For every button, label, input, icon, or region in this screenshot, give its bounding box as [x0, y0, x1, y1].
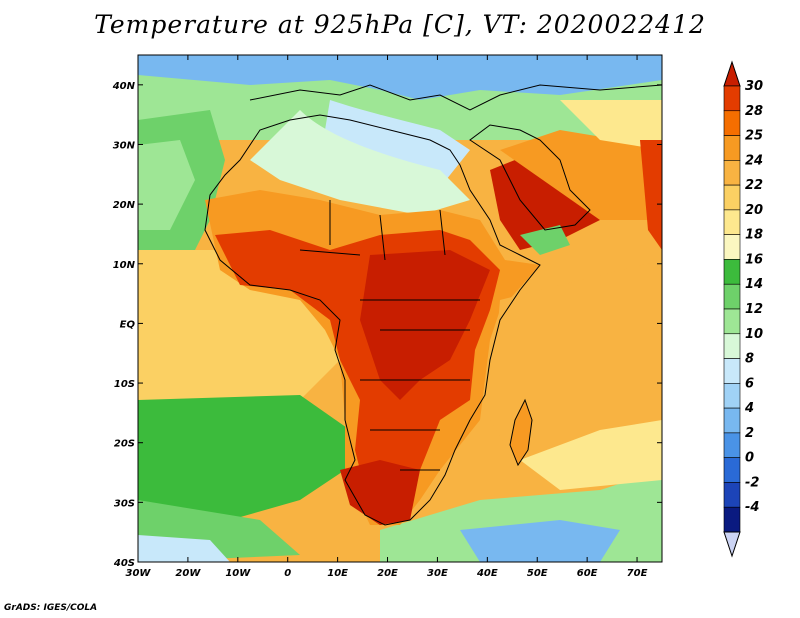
field-madagascar [510, 400, 532, 465]
colorbar-label: 12 [745, 302, 763, 317]
colorbar-label: 30 [745, 79, 763, 94]
lon-tick-label: 30E [427, 568, 448, 579]
colorbar-label: 10 [745, 327, 763, 342]
lat-tick-label: 30S [114, 498, 135, 509]
field-mediterranean-cold [138, 55, 662, 100]
colorbar-swatch [723, 482, 741, 508]
colorbar-label: 24 [745, 153, 763, 168]
map-title: Temperature at 925hPa [C], VT: 202002241… [94, 10, 706, 39]
colorbar-swatch [723, 432, 741, 458]
colorbar-swatch [723, 135, 741, 161]
plot-frame [137, 54, 663, 563]
lon-tick-label: 10E [327, 568, 348, 579]
colorbar-swatch [723, 407, 741, 434]
colorbar-label: 28 [745, 104, 763, 119]
latitude-axis: 40N 30N 20N 10N EQ 10S 20S 30S 40S [112, 81, 662, 569]
credit-text: GrADS: IGES/COLA [4, 603, 98, 613]
africa-coastline [204, 114, 541, 526]
colorbar-label: 22 [745, 178, 763, 193]
colorbar-swatch [723, 506, 741, 533]
field-south-africa-hot [340, 460, 420, 525]
colorbar-swatch [723, 110, 741, 136]
field-central-africa-hottest [360, 250, 490, 400]
colorbar-swatch [723, 160, 741, 186]
field-south-atlantic-green [138, 395, 350, 545]
colorbar-swatch [723, 383, 741, 409]
colorbar-swatch [723, 308, 741, 335]
mediterranean-coast [249, 84, 662, 111]
madagascar-coastline [509, 398, 533, 467]
colorbar-swatch [723, 184, 741, 211]
lon-tick-label: 50E [527, 568, 548, 579]
colorbar-swatch [723, 283, 741, 310]
field-gulf-of-aden-green [520, 225, 570, 255]
lat-tick-label: 40N [112, 81, 136, 92]
temperature-field [138, 55, 662, 562]
colorbar-label: 8 [745, 352, 754, 367]
lon-tick-label: 60E [577, 568, 598, 579]
colorbar-bottom-arrow [723, 531, 741, 558]
colorbar-swatch [723, 85, 741, 112]
field-southern-ocean-cold [460, 520, 620, 562]
longitude-axis: 30W 20W 10W 0 10E 20E 30E 40E 50E 60E 70E [126, 55, 648, 579]
colorbar-label: 18 [745, 228, 763, 243]
colorbar-swatch [723, 333, 741, 359]
lon-tick-label: 20E [377, 568, 398, 579]
colorbar-label: 25 [745, 129, 763, 144]
colorbar-label: -2 [745, 475, 759, 490]
arabia-coastline [469, 124, 591, 231]
field-india-hot [640, 140, 662, 250]
colorbar-swatch [723, 259, 741, 285]
lat-tick-label: 10N [113, 260, 136, 271]
field-indian-ocean-south [520, 420, 662, 490]
lon-tick-label: 70E [627, 568, 648, 579]
lon-tick-label: 40E [476, 568, 498, 579]
country-borders [299, 200, 480, 471]
field-atlantic-light [138, 140, 195, 230]
coastlines [204, 84, 662, 526]
lat-tick-label: 10S [114, 379, 135, 390]
field-southwest-cold [138, 535, 230, 562]
lon-tick-label: 30W [126, 568, 152, 579]
field-sahara-green [250, 110, 470, 215]
colorbar-label: 2 [745, 426, 754, 441]
lon-tick-label: 20W [175, 568, 201, 579]
lat-tick-label: 40S [113, 558, 135, 569]
colorbar-swatch [723, 457, 741, 483]
lat-tick-label: EQ [120, 319, 136, 330]
colorbar-swatch [723, 234, 741, 260]
colorbar-label: 16 [745, 252, 763, 267]
colorbar-label: 14 [745, 277, 763, 292]
field-persia-mild [560, 100, 662, 150]
colorbar-swatch [723, 358, 741, 384]
lat-tick-label: 30N [113, 140, 136, 151]
colorbar-swatch [723, 209, 741, 235]
lat-tick-label: 20N [113, 200, 136, 211]
colorbar-label: 4 [744, 401, 754, 416]
colorbar-label: 20 [745, 203, 763, 218]
colorbar-label: -4 [745, 500, 759, 515]
colorbar-label: 0 [745, 451, 754, 466]
colorbar-top-arrow [723, 60, 741, 87]
lat-tick-label: 20S [114, 439, 135, 450]
lon-tick-label: 10W [225, 568, 251, 579]
colorbar-label: 6 [745, 376, 754, 391]
lon-tick-label: 0 [284, 568, 291, 579]
field-middle-east-warm [500, 130, 662, 220]
